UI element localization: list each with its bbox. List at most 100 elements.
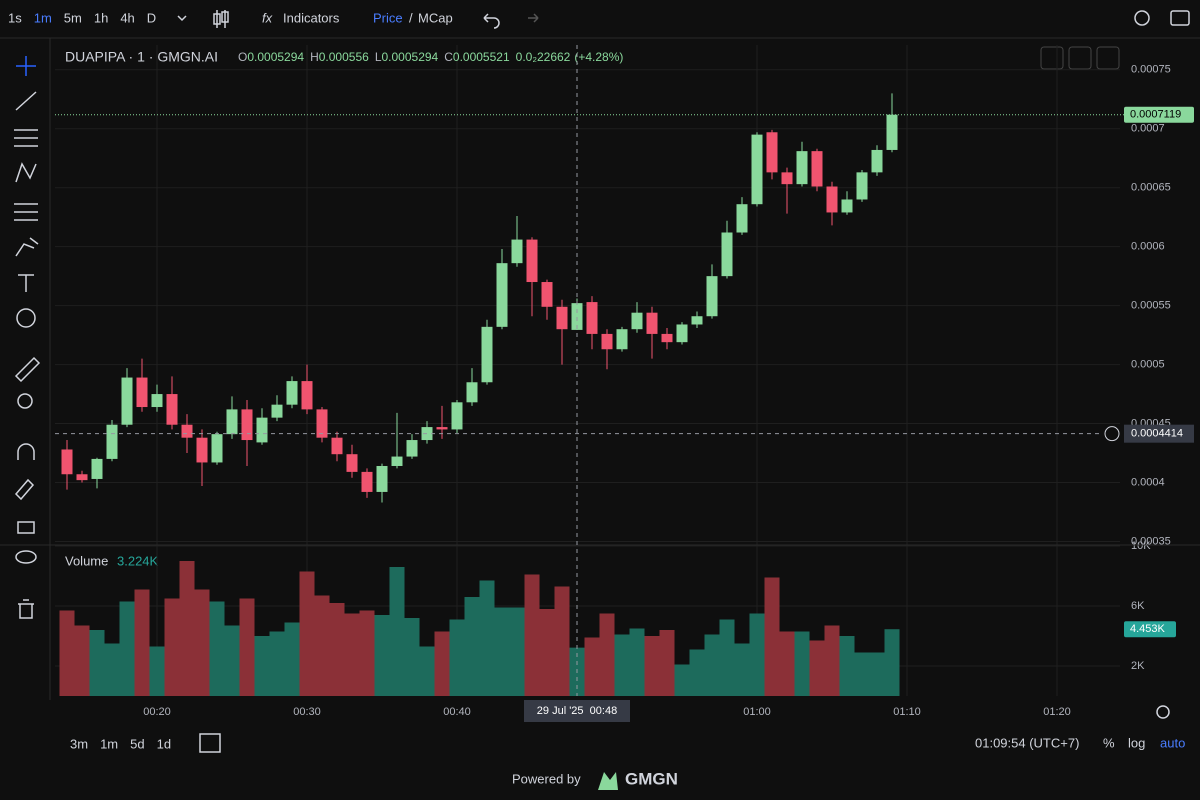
- chart-type[interactable]: [213, 10, 229, 28]
- range-button[interactable]: 1m: [100, 736, 118, 751]
- emoji-tool[interactable]: [16, 308, 36, 328]
- candle-body: [481, 326, 493, 383]
- volume-bar: [749, 613, 765, 696]
- range-button[interactable]: 1d: [157, 736, 171, 751]
- crosshair-price-label: 0.0004414: [1131, 428, 1183, 440]
- channel-tool[interactable]: [14, 129, 38, 147]
- volume-bar: [584, 637, 600, 696]
- candle-body: [331, 437, 343, 455]
- crosshair-price-box: [1124, 424, 1194, 443]
- axis-settings[interactable]: [1156, 705, 1170, 719]
- x-tick-label: 00:30: [293, 706, 321, 718]
- ruler-tool[interactable]: [14, 356, 41, 383]
- y-tick-label: 0.00065: [1131, 182, 1171, 194]
- lock-tool[interactable]: [17, 521, 35, 534]
- volume-bar: [524, 574, 540, 696]
- top-icons[interactable]: [177, 10, 1190, 753]
- left-tools[interactable]: [14, 56, 41, 619]
- candle-body: [61, 449, 73, 475]
- percent-toggle[interactable]: %: [1103, 735, 1115, 750]
- magnet-tool[interactable]: [17, 443, 35, 460]
- legend-value: 0.0005294: [247, 50, 304, 64]
- candle-body: [631, 312, 643, 330]
- volume-bar: [344, 613, 360, 696]
- candle-body: [841, 199, 853, 213]
- candle-body: [346, 454, 358, 472]
- settings[interactable]: [1134, 10, 1150, 26]
- volume-bar: [104, 643, 120, 696]
- legend-change-pct: (+4.28%): [574, 50, 623, 64]
- collapse-button[interactable]: [1068, 46, 1092, 70]
- volume-bar: [539, 609, 555, 696]
- log-toggle[interactable]: log: [1128, 735, 1145, 750]
- snapshot[interactable]: [1170, 10, 1190, 26]
- delete-tool[interactable]: [18, 599, 34, 619]
- y-tick-label: 0.0006: [1131, 241, 1165, 253]
- y-tick-label: 0.0004: [1131, 476, 1165, 488]
- volume-bar: [554, 586, 570, 696]
- volume-bar: [509, 607, 525, 696]
- candle-body: [151, 394, 163, 408]
- crosshair-tool[interactable]: [16, 56, 36, 76]
- range-button[interactable]: 5d: [130, 736, 144, 751]
- candle-body: [406, 440, 418, 457]
- candle-body: [571, 303, 583, 330]
- volume-bar: [119, 601, 135, 696]
- pattern-tool[interactable]: [15, 162, 37, 183]
- candle-body: [196, 437, 208, 463]
- volume-bar: [794, 631, 810, 696]
- candle-body: [361, 471, 373, 492]
- interval-button[interactable]: 4h: [120, 10, 134, 25]
- volume-bar: [254, 636, 270, 696]
- y-tick-label: 0.00075: [1131, 64, 1171, 76]
- candle-body: [451, 402, 463, 430]
- volume-bar: [164, 598, 180, 696]
- volume-bar: [314, 595, 330, 696]
- volume-bar: [614, 634, 630, 696]
- brand: GMGN: [625, 769, 678, 788]
- candle-body: [121, 377, 133, 425]
- auto-toggle[interactable]: auto: [1160, 735, 1185, 750]
- add-alert[interactable]: [1104, 426, 1120, 442]
- redo[interactable]: [528, 13, 539, 23]
- volume-bar: [599, 613, 615, 696]
- zoom-tool[interactable]: [17, 393, 33, 409]
- last-price-box: [1124, 106, 1194, 123]
- maximize-button[interactable]: [1096, 46, 1120, 70]
- clock: 01:09:54 (UTC+7): [975, 735, 1079, 750]
- volume-bar: [854, 652, 870, 696]
- volume-bar: [689, 649, 705, 696]
- candle-body: [826, 186, 838, 213]
- fib-tool[interactable]: [14, 203, 38, 221]
- mcap-toggle[interactable]: MCap: [418, 10, 453, 25]
- symbol: DUAPIPA · 1 · GMGN.AI: [65, 49, 218, 65]
- volume-bar: [284, 622, 300, 696]
- brush-tool[interactable]: [15, 237, 39, 257]
- interval-button[interactable]: D: [147, 10, 156, 25]
- indicators[interactable]: Indicators: [283, 10, 340, 25]
- line-tool[interactable]: [15, 91, 37, 111]
- price-toggle[interactable]: Price: [373, 10, 403, 25]
- x-tick-label: 01:00: [743, 706, 771, 718]
- candle-body: [541, 282, 553, 307]
- volume-bar: [884, 629, 900, 696]
- lock-draw-tool[interactable]: [14, 478, 35, 501]
- volume-bar: [224, 625, 240, 696]
- date-range[interactable]: [199, 733, 221, 753]
- interval-button[interactable]: 5m: [64, 10, 82, 25]
- candle-body: [586, 302, 598, 334]
- range-button[interactable]: 3m: [70, 736, 88, 751]
- down-button[interactable]: [1040, 46, 1064, 70]
- interval-menu[interactable]: [177, 15, 187, 22]
- pane-buttons[interactable]: [1040, 46, 1120, 70]
- volume-tick-label: 2K: [1131, 660, 1145, 672]
- interval-button[interactable]: 1h: [94, 10, 108, 25]
- interval-button[interactable]: 1m: [34, 10, 52, 25]
- volume-bar: [179, 561, 195, 696]
- undo[interactable]: [483, 13, 500, 29]
- text-tool[interactable]: [18, 274, 34, 292]
- hide-tool[interactable]: [15, 550, 37, 564]
- candle-body: [736, 204, 748, 233]
- interval-button[interactable]: 1s: [8, 10, 22, 25]
- last-volume-box: [1124, 621, 1176, 638]
